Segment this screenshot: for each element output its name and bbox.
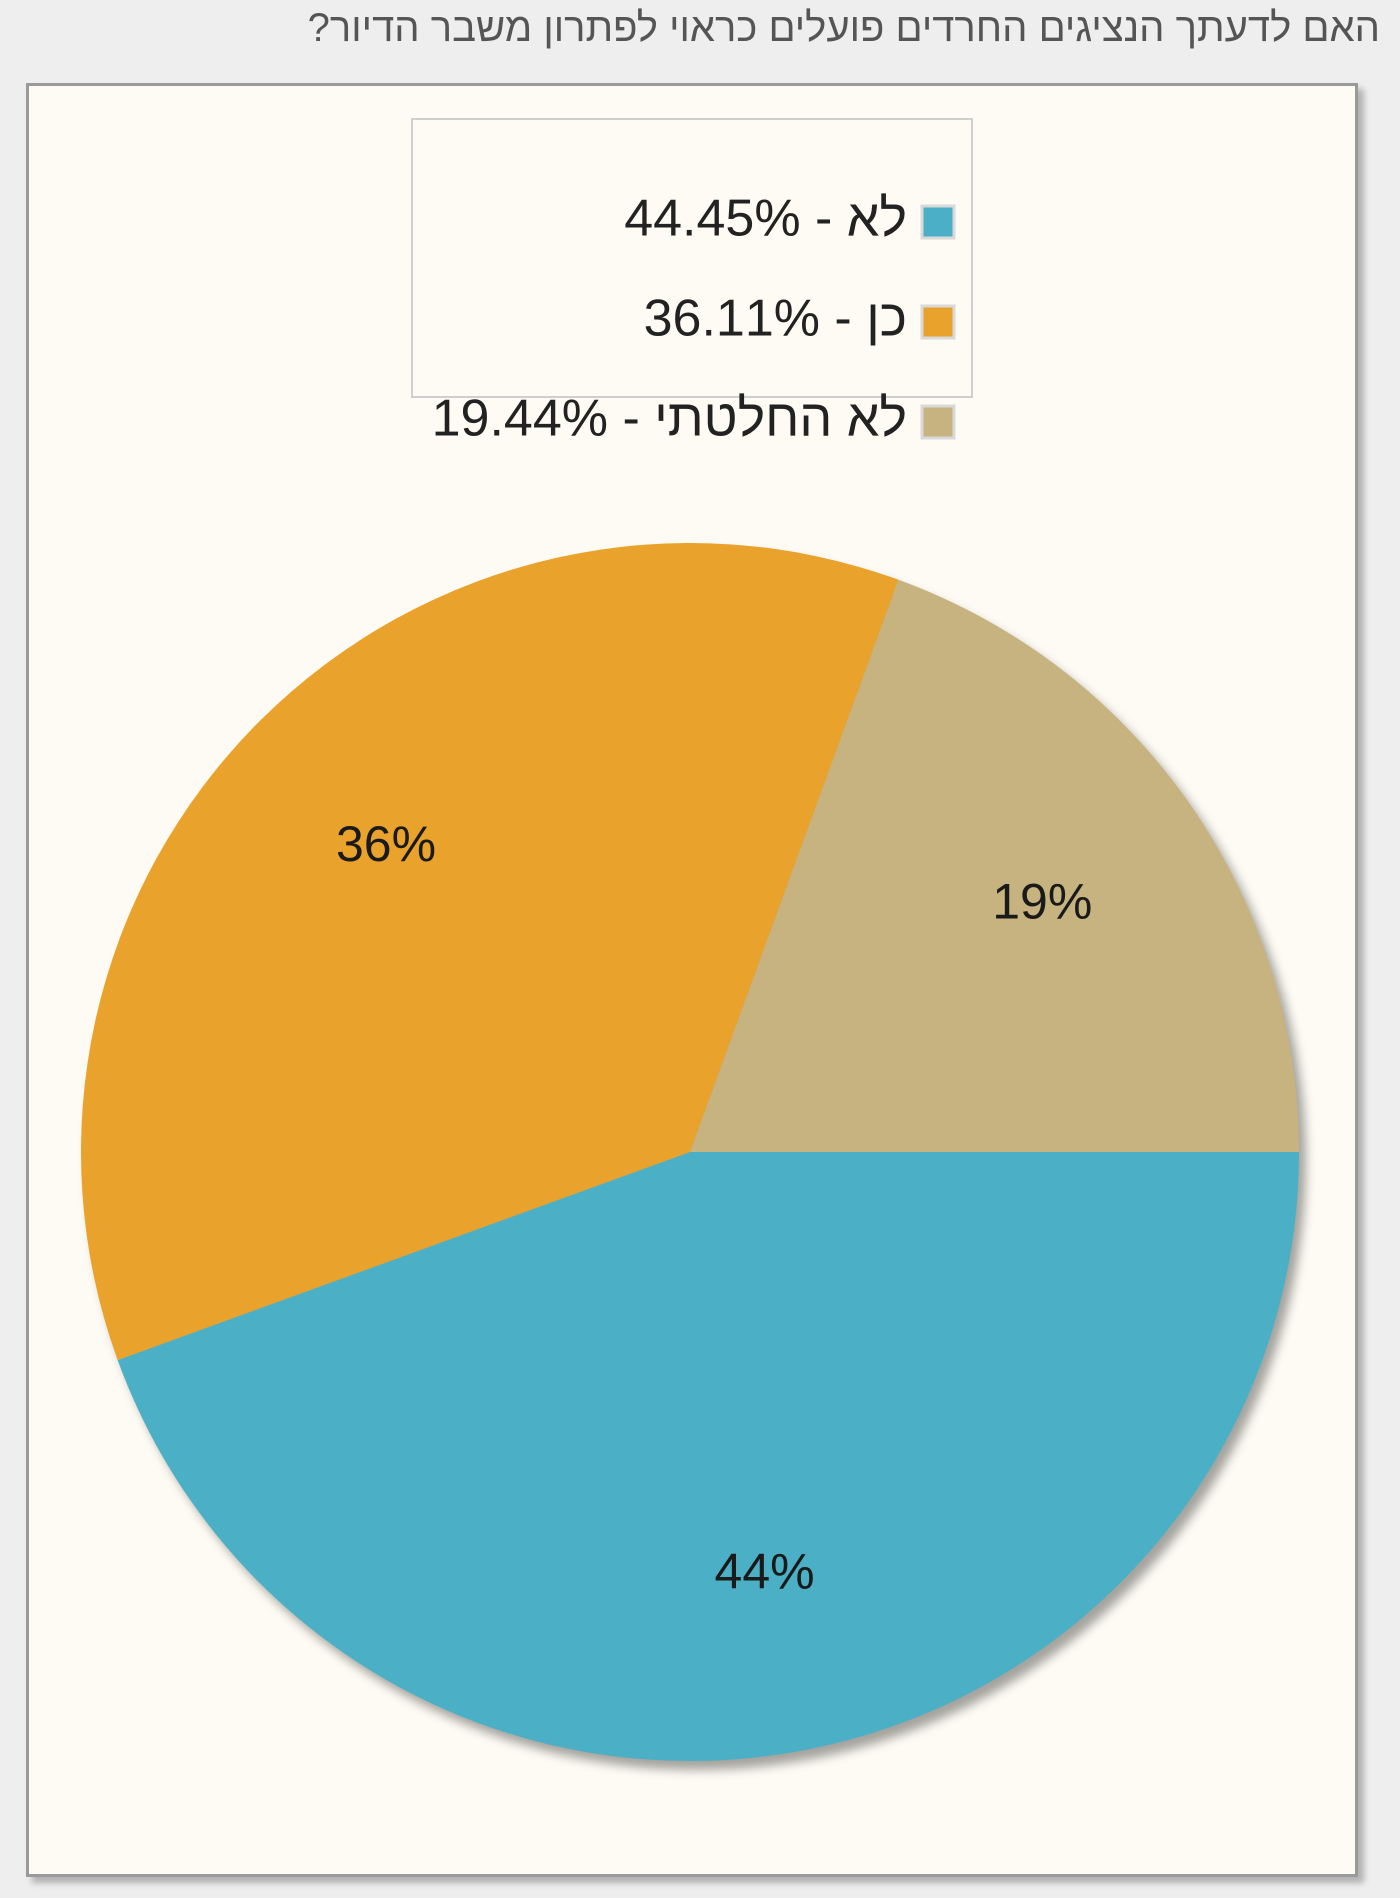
legend-label-1: כן - 36.11% <box>644 290 907 348</box>
pie-data-label-1: 36% <box>336 816 436 872</box>
legend-swatch-0 <box>920 204 956 240</box>
pie-slice-1 <box>81 543 899 1361</box>
legend-swatch-2 <box>920 404 956 440</box>
pie-slice-0 <box>117 1152 1299 1761</box>
pie-slices <box>81 543 1299 1761</box>
legend-label-0: לא - 44.45% <box>624 190 907 248</box>
question-title: האם לדעתך הנציגים החרדים פועלים כראוי לפ… <box>307 6 1380 50</box>
pie-data-label-2: 19% <box>992 874 1092 930</box>
legend-label-2: לא החלטתי - 19.44% <box>432 390 907 448</box>
legend-swatch-1 <box>920 304 956 340</box>
pie-chart: לא - 44.45% כן - 36.11% לא החלטתי - 19.44%… <box>81 118 1306 1770</box>
legend: לא - 44.45% כן - 36.11% לא החלטתי - 19.44% <box>411 118 973 448</box>
pie-data-label-0: 44% <box>715 1544 815 1600</box>
pie-slice-2 <box>690 579 1299 1152</box>
legend-box <box>411 118 973 398</box>
pie-data-labels: 44% 36% 19% <box>336 816 1092 1600</box>
chart-frame: לא - 44.45% כן - 36.11% לא החלטתי - 19.44%… <box>26 83 1358 1877</box>
